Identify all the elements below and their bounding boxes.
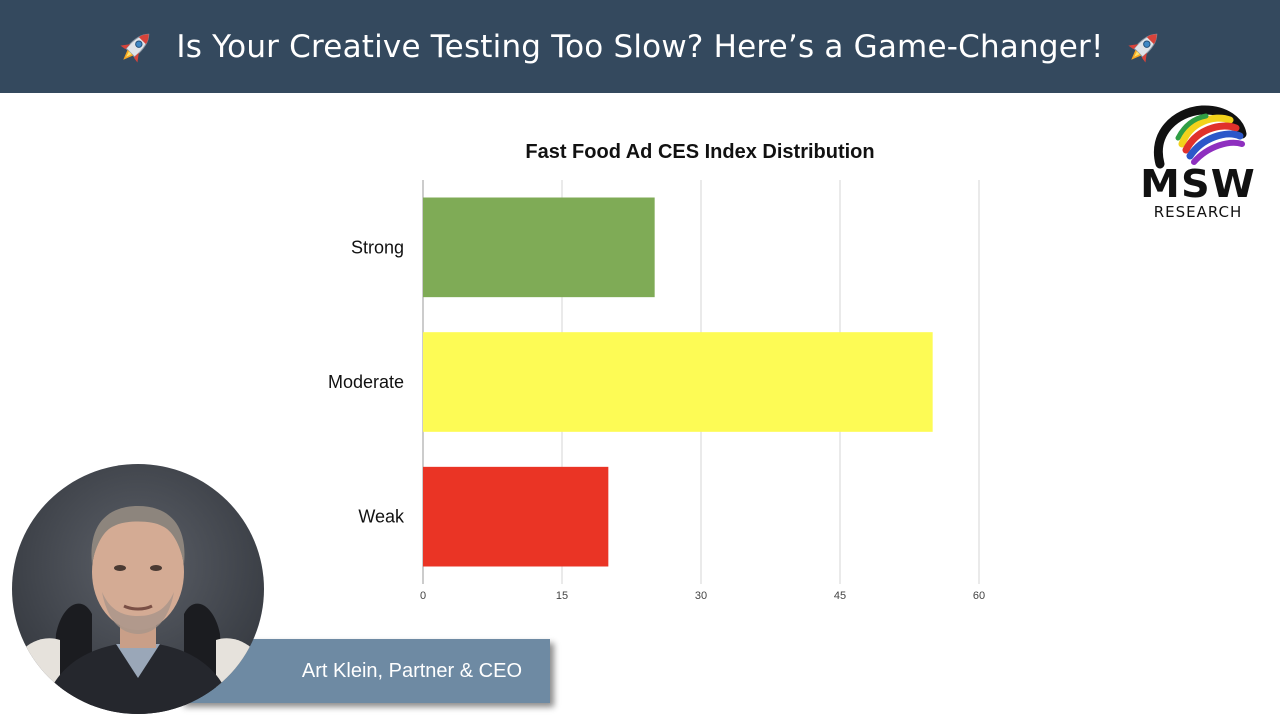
rocket-icon	[1128, 33, 1157, 63]
x-tick-label: 45	[834, 590, 846, 602]
bar-strong	[423, 197, 655, 298]
presenter-video	[12, 464, 264, 714]
bar-weak	[423, 466, 609, 567]
x-tick-label: 30	[695, 590, 707, 602]
rocket-icon	[120, 33, 150, 63]
bar-chart: 0 15 30 45 60 Strong Moderate Weak	[328, 180, 985, 602]
category-label: Strong	[351, 237, 404, 257]
header-bar: Is Your Creative Testing Too Slow? Here’…	[0, 0, 1280, 93]
page-title: Is Your Creative Testing Too Slow? Here’…	[176, 28, 1104, 65]
logo-wordmark: MSW	[1140, 162, 1256, 206]
presenter-avatar	[12, 506, 264, 714]
bar-moderate	[423, 332, 933, 432]
logo-subtitle: RESEARCH	[1153, 203, 1243, 221]
header-title: Is Your Creative Testing Too Slow? Here’…	[114, 25, 1165, 69]
x-tick-label: 0	[420, 590, 426, 602]
presenter-name-plate: Art Klein, Partner & CEO	[180, 639, 550, 703]
x-tick-label: 15	[556, 590, 568, 602]
x-tick-label: 60	[973, 590, 985, 602]
chart-title: Fast Food Ad CES Index Distribution	[525, 141, 875, 163]
company-logo: MSW RESEARCH	[1130, 104, 1266, 224]
presenter-name: Art Klein, Partner & CEO	[301, 659, 522, 682]
logo-swoosh-icon	[1154, 105, 1247, 169]
category-label: Weak	[358, 507, 405, 527]
category-label: Moderate	[328, 372, 404, 392]
